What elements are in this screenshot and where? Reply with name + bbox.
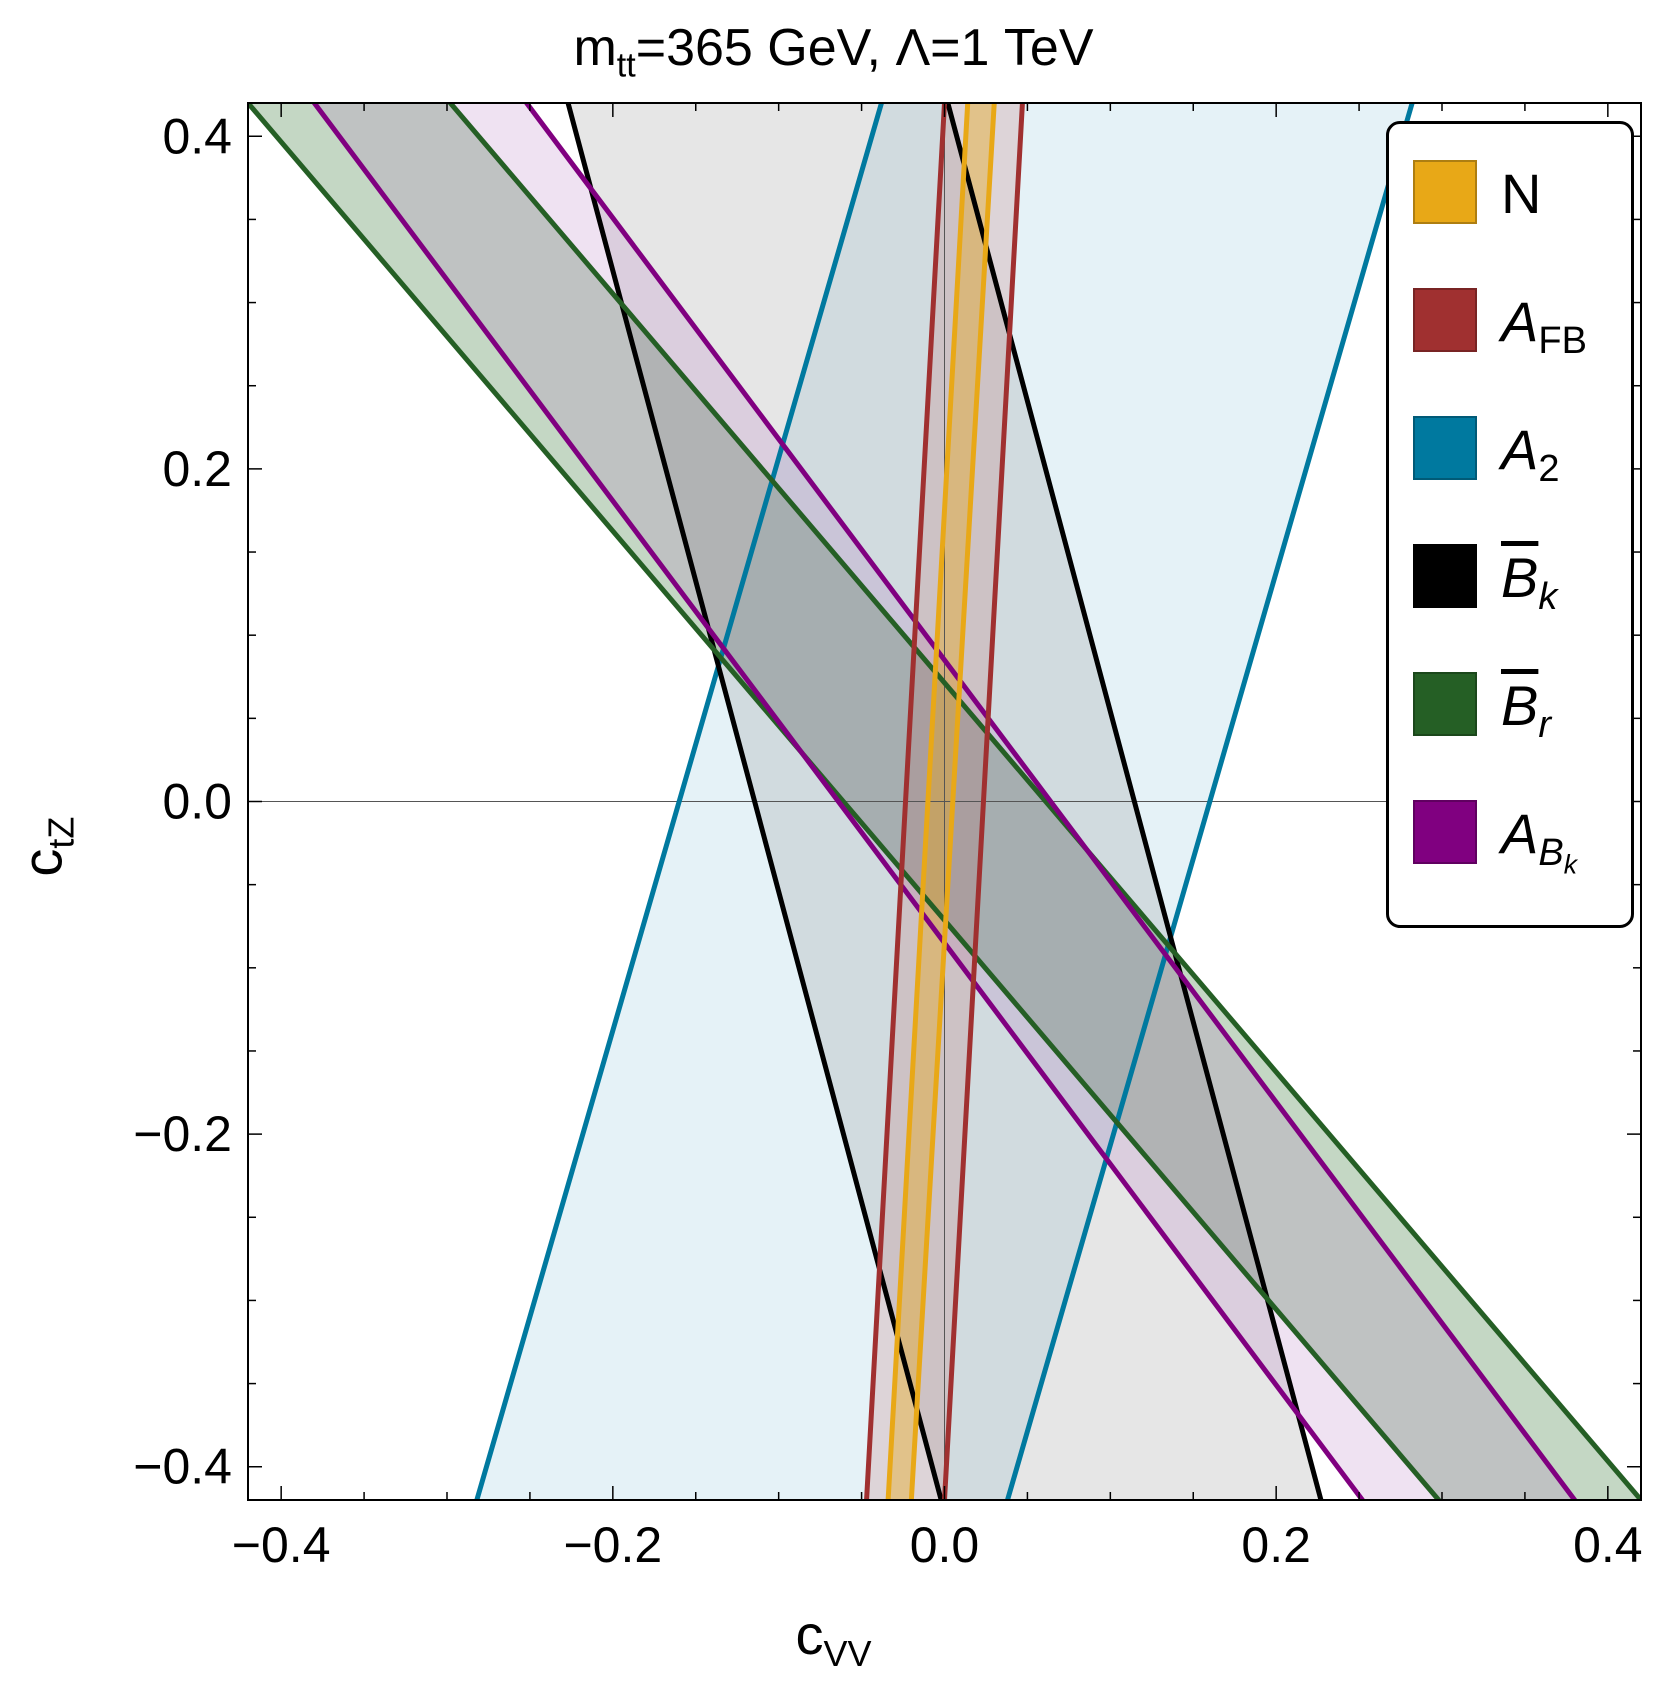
y-tick-label: 0.2	[162, 441, 232, 497]
boundary-a-2-1	[1005, 103, 1415, 1500]
legend-item-a2: A2	[1413, 416, 1633, 490]
legend-item-abk: ABk	[1413, 800, 1633, 880]
legend-swatch-abk	[1413, 800, 1477, 864]
boundary-b-r-1	[447, 103, 1641, 1500]
legend: N AFB A2 Bk Br ABk	[1386, 121, 1634, 928]
x-tick-label: −0.4	[232, 1517, 331, 1573]
boundary-a-fb-1	[942, 103, 1025, 1500]
chart-title: mtt=365 GeV, Λ=1 TeV	[573, 19, 1094, 85]
y-tick-label: −0.4	[133, 1439, 232, 1495]
legend-label-bk: Bk	[1501, 546, 1558, 619]
tick-layer: −0.4 −0.2 0.0 0.2 0.4 −0.4 −0.2 0.0 0.2 0.4	[133, 103, 1643, 1573]
plot-frame	[247, 102, 1642, 1501]
legend-swatch-n	[1413, 160, 1477, 224]
legend-swatch-afb	[1413, 288, 1477, 352]
y-tick-label: 0.0	[162, 774, 232, 830]
legend-swatch-br	[1413, 672, 1477, 736]
x-tick-label: −0.2	[563, 1517, 662, 1573]
boundary-a-b-k-1	[524, 103, 1578, 1500]
x-axis-label: cVV	[795, 1603, 872, 1675]
legend-label-br: Br	[1501, 674, 1552, 747]
legend-item-br: Br	[1413, 672, 1633, 746]
legend-item-bk: Bk	[1413, 544, 1633, 618]
boundary-b-r-0	[248, 103, 1442, 1500]
boundary-a-2-0	[474, 103, 884, 1500]
boundary-layer	[248, 103, 1641, 1500]
y-tick-label: −0.2	[133, 1106, 232, 1162]
y-axis-label: ctZ	[10, 816, 82, 877]
boundary-n-1	[908, 103, 997, 1500]
legend-item-afb: AFB	[1413, 288, 1633, 362]
y-tick-label: 0.4	[162, 108, 232, 164]
x-tick-label: 0.4	[1573, 1517, 1643, 1573]
legend-label-a2: A2	[1501, 418, 1560, 491]
x-tick-label: 0.2	[1241, 1517, 1311, 1573]
legend-swatch-bk	[1413, 544, 1477, 608]
legend-label-afb: AFB	[1501, 290, 1587, 363]
boundary-a-b-k-0	[311, 103, 1365, 1500]
boundary-a-fb-0	[864, 103, 947, 1500]
legend-label-abk: ABk	[1501, 802, 1578, 880]
legend-label-n: N	[1501, 162, 1542, 225]
legend-item-n: N	[1413, 160, 1633, 230]
legend-swatch-a2	[1413, 416, 1477, 480]
boundary-n-0	[885, 103, 971, 1500]
x-tick-label: 0.0	[910, 1517, 980, 1573]
